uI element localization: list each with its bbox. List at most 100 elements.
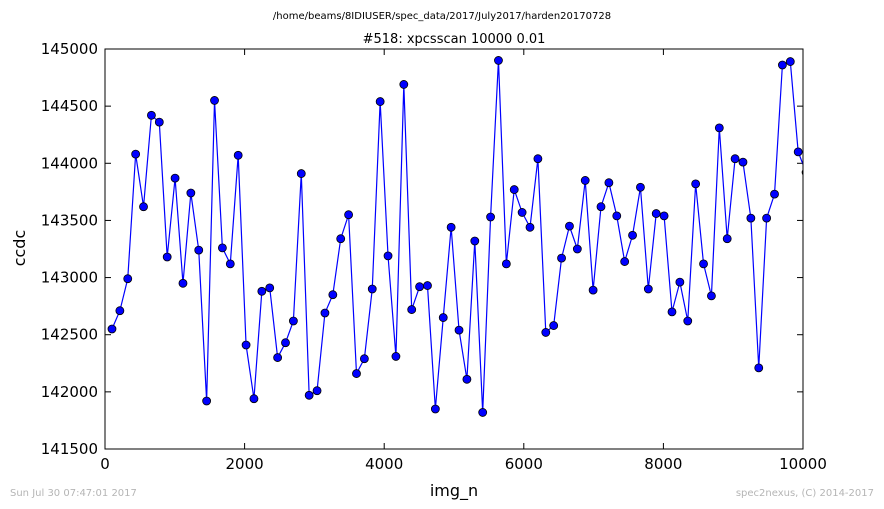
data-point [288,316,298,326]
data-point [572,244,582,254]
data-point [383,251,393,261]
x-tick-label: 6000 [505,455,543,473]
data-point [123,274,133,284]
y-tick-label: 144000 [41,154,98,172]
data-point [367,284,377,294]
data-point [375,97,385,106]
data-point [359,354,369,364]
data-point [202,396,212,406]
data-point [762,213,772,223]
data-point [217,243,227,253]
data-point [328,290,338,300]
data-point [675,277,685,287]
data-point [714,123,724,133]
footer-timestamp: Sun Jul 30 07:47:01 2017 [10,488,137,499]
data-point [557,253,566,263]
data-point [336,234,346,244]
data-point [651,209,661,218]
data-point [509,185,519,194]
data-point [454,325,464,335]
data-point [628,230,637,240]
series-line [111,60,803,413]
data-point [249,394,259,404]
x-tick-label: 2000 [226,455,264,473]
axis-ticks: 0 2000 4000 6000 8000 10000 141500 142000 142500… [41,40,827,473]
data-point [352,369,361,378]
data-point [462,374,472,384]
data-point [147,110,156,120]
data-point [139,202,148,212]
data-point [525,222,535,232]
data-point [210,96,219,105]
data-point [699,259,708,269]
data-point [746,213,756,223]
data-point [691,179,701,189]
y-tick-label: 145000 [41,40,98,58]
data-point [170,173,180,183]
x-tick-label: 10000 [779,455,827,473]
data-point [154,117,164,127]
data-point [115,306,125,316]
y-tick-label: 142500 [41,326,98,344]
data-point [770,189,779,199]
data-point [517,208,527,217]
data-point-layer [107,56,803,417]
data-point [304,390,314,400]
data-point [565,221,574,231]
data-point [738,157,748,167]
data-point [620,257,630,266]
series-line-layer [111,60,803,413]
data-point [178,278,188,288]
data-point [707,291,716,301]
data-point [754,363,764,373]
data-point [233,150,243,160]
data-point [470,236,480,246]
plot-frame [104,48,804,450]
data-point [588,285,598,295]
data-point [793,147,803,157]
data-point [391,352,401,361]
data-point [312,386,322,396]
data-point [549,321,559,330]
data-point [257,286,267,296]
data-point [423,281,432,290]
data-point [486,212,495,222]
footer-credit: spec2nexus, (C) 2014-2017 [735,488,874,499]
data-point [722,234,732,244]
y-axis-label: ccdc [10,230,29,267]
data-point [612,211,622,221]
data-point [415,282,424,292]
data-point [494,56,503,65]
x-tick-label: 8000 [644,455,682,473]
data-point [162,252,172,262]
data-point [596,202,606,212]
data-point [446,222,456,232]
x-tick-label: 0 [100,455,110,473]
figure-suptitle: /home/beams/8IDIUSER/spec_data/2017/July… [273,11,611,22]
data-point [643,284,653,294]
data-point [186,188,196,198]
data-point [438,313,448,322]
data-point [430,404,440,414]
data-point [225,259,235,269]
data-point [604,178,614,188]
data-point [107,324,117,334]
data-point [478,408,488,417]
x-tick-label: 4000 [365,455,403,473]
data-point [659,211,669,221]
y-tick-label: 142000 [41,383,98,401]
data-point [683,316,693,326]
data-point [778,60,787,70]
data-point [667,307,677,317]
data-point [241,340,251,350]
data-point [541,328,551,337]
data-point [194,245,204,255]
data-point [636,182,645,192]
data-point [265,283,275,293]
y-tick-label: 144500 [41,97,98,115]
data-point [730,154,740,164]
x-axis-label: img_n [430,481,478,501]
data-point [273,353,283,362]
y-tick-label: 141500 [41,440,98,458]
